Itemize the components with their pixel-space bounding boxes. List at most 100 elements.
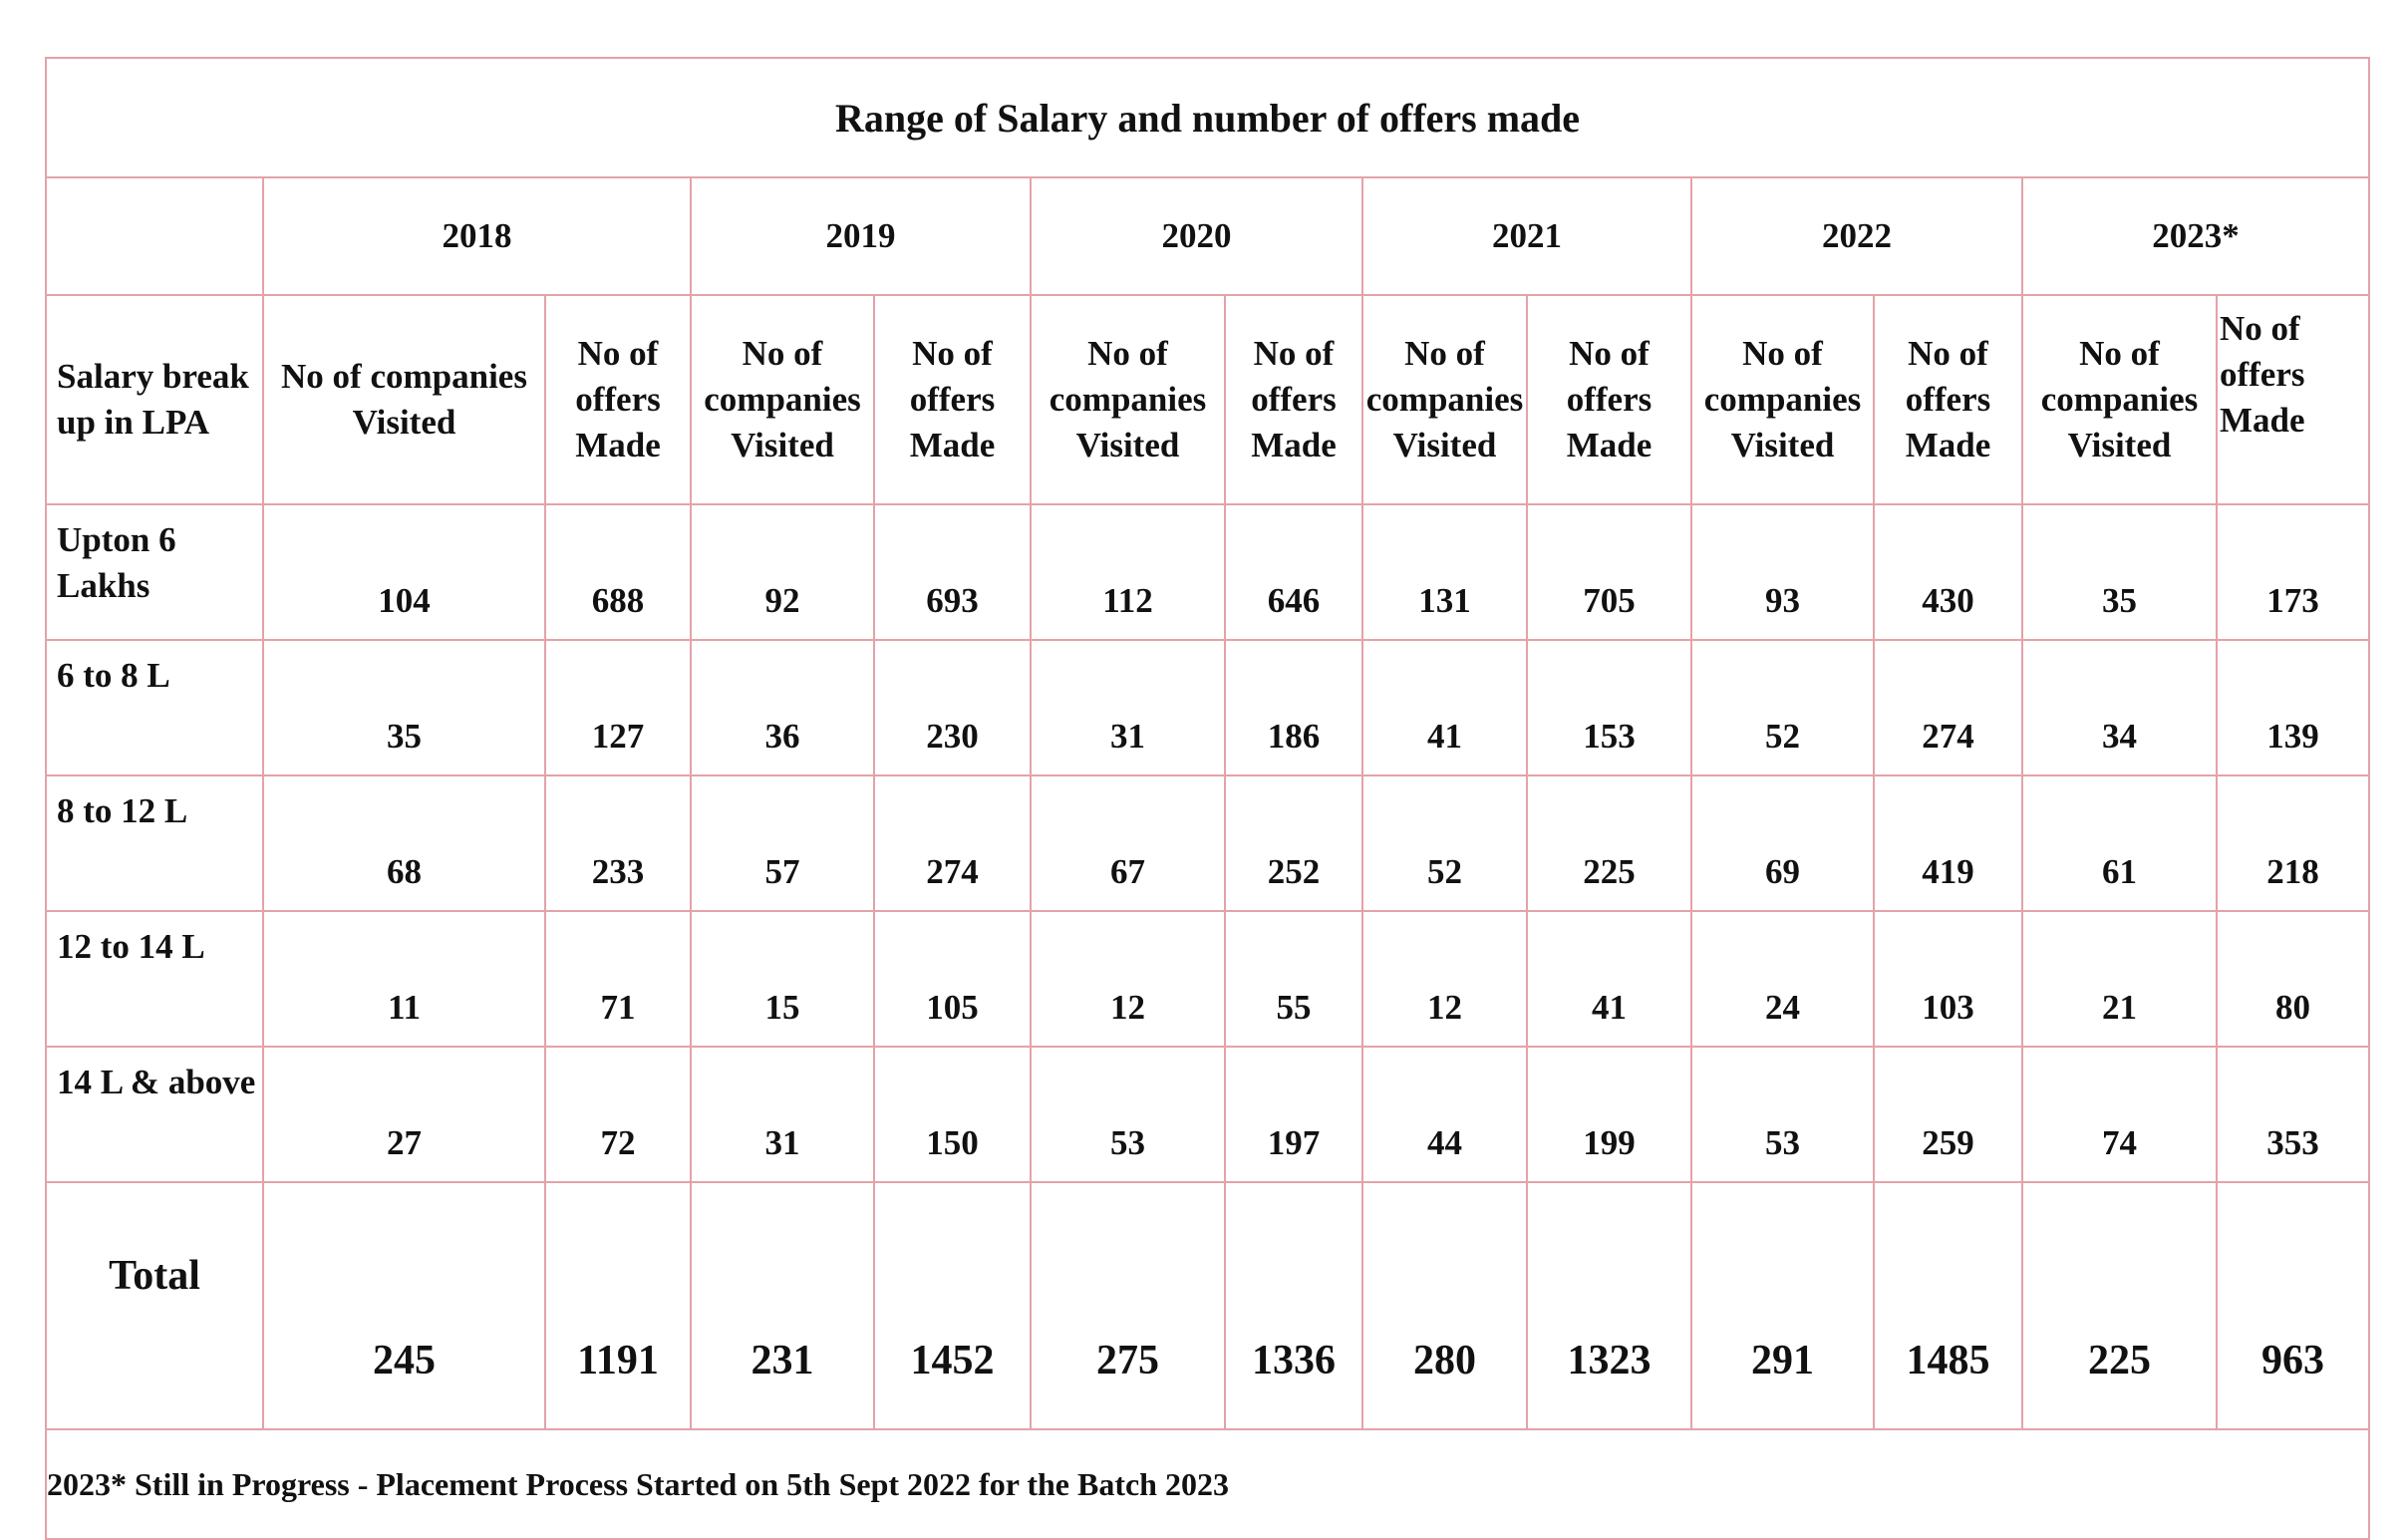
total-cell: 291 (1690, 1181, 1875, 1430)
row-label: 6 to 8 L (45, 639, 264, 776)
table-cell: 112 (1030, 503, 1226, 641)
table-cell: 252 (1224, 774, 1363, 912)
year-header-2023: 2023* (2020, 176, 2371, 296)
table-cell: 69 (1690, 774, 1875, 912)
sub-header-companies: No of companies Visited (690, 294, 875, 505)
table-cell: 93 (1690, 503, 1875, 641)
table-row: 6 to 8 L 35 127 36 230 31 186 41 153 52 … (45, 639, 2371, 776)
table-cell: 646 (1224, 503, 1363, 641)
table-cell: 12 (1030, 910, 1226, 1048)
table-cell: 80 (2215, 910, 2371, 1048)
table-cell: 105 (873, 910, 1032, 1048)
table-cell: 139 (2215, 639, 2371, 776)
table-cell: 419 (1873, 774, 2023, 912)
sub-header-offers: No of offers Made (1873, 294, 2023, 505)
total-cell: 225 (2021, 1181, 2218, 1430)
total-cell: 1323 (1526, 1181, 1692, 1430)
table-cell: 153 (1526, 639, 1692, 776)
total-cell: 280 (1361, 1181, 1528, 1430)
table-cell: 127 (544, 639, 692, 776)
corner-cell (45, 176, 264, 296)
year-header-2021: 2021 (1361, 176, 1692, 296)
table-cell: 31 (1030, 639, 1226, 776)
table-row: 12 to 14 L 11 71 15 105 12 55 12 41 24 1… (45, 910, 2371, 1048)
table-cell: 34 (2021, 639, 2218, 776)
table-cell: 72 (544, 1046, 692, 1183)
table-cell: 57 (690, 774, 875, 912)
row-label: 14 L & above (45, 1046, 264, 1183)
table-cell: 259 (1873, 1046, 2023, 1183)
row-header-label: Salary break up in LPA (45, 294, 264, 505)
sub-header-row: Salary break up in LPA No of companies V… (45, 294, 2371, 505)
table-cell: 74 (2021, 1046, 2218, 1183)
table-cell: 693 (873, 503, 1032, 641)
total-row: Total 245 1191 231 1452 275 1336 280 132… (45, 1181, 2371, 1430)
table-cell: 218 (2215, 774, 2371, 912)
year-header-2022: 2022 (1690, 176, 2023, 296)
table-cell: 31 (690, 1046, 875, 1183)
table-cell: 197 (1224, 1046, 1363, 1183)
table-cell: 150 (873, 1046, 1032, 1183)
table-cell: 353 (2215, 1046, 2371, 1183)
total-cell: 1452 (873, 1181, 1032, 1430)
sub-header-companies: No of companies Visited (1690, 294, 1875, 505)
year-header-2020: 2020 (1030, 176, 1363, 296)
table-cell: 52 (1361, 774, 1528, 912)
year-header-row: 2018 2019 2020 2021 2022 2023* (45, 176, 2371, 296)
table-cell: 230 (873, 639, 1032, 776)
sub-header-companies: No of companies Visited (2021, 294, 2218, 505)
table-cell: 199 (1526, 1046, 1692, 1183)
sub-header-offers: No of offers Made (1526, 294, 1692, 505)
table-cell: 173 (2215, 503, 2371, 641)
footnote: 2023* Still in Progress - Placement Proc… (44, 1428, 2371, 1540)
sub-header-offers: No of offers Made (2215, 294, 2371, 505)
table-cell: 21 (2021, 910, 2218, 1048)
table-cell: 67 (1030, 774, 1226, 912)
row-label: Upton 6 Lakhs (45, 503, 264, 641)
total-label: Total (45, 1181, 264, 1430)
table-cell: 52 (1690, 639, 1875, 776)
table-cell: 27 (262, 1046, 546, 1183)
row-label: 12 to 14 L (45, 910, 264, 1048)
table-cell: 68 (262, 774, 546, 912)
table-cell: 15 (690, 910, 875, 1048)
table-cell: 35 (262, 639, 546, 776)
row-label: 8 to 12 L (45, 774, 264, 912)
sub-header-offers: No of offers Made (873, 294, 1032, 505)
total-cell: 1485 (1873, 1181, 2023, 1430)
total-cell: 275 (1030, 1181, 1226, 1430)
salary-offers-table: Range of Salary and number of offers mad… (44, 57, 2371, 1540)
table-title: Range of Salary and number of offers mad… (44, 57, 2371, 178)
sub-header-offers: No of offers Made (1224, 294, 1363, 505)
table-cell: 430 (1873, 503, 2023, 641)
sub-header-companies: No of companies Visited (262, 294, 546, 505)
table-row: Upton 6 Lakhs 104 688 92 693 112 646 131… (45, 503, 2371, 641)
total-cell: 963 (2215, 1181, 2371, 1430)
table-cell: 131 (1361, 503, 1528, 641)
table-cell: 55 (1224, 910, 1363, 1048)
table-cell: 35 (2021, 503, 2218, 641)
table-row: 8 to 12 L 68 233 57 274 67 252 52 225 69… (45, 774, 2371, 912)
table-cell: 36 (690, 639, 875, 776)
total-cell: 1191 (544, 1181, 692, 1430)
table-cell: 186 (1224, 639, 1363, 776)
table-cell: 92 (690, 503, 875, 641)
table-cell: 274 (1873, 639, 2023, 776)
total-cell: 231 (690, 1181, 875, 1430)
table-cell: 24 (1690, 910, 1875, 1048)
table-cell: 688 (544, 503, 692, 641)
table-cell: 104 (262, 503, 546, 641)
sub-header-offers: No of offers Made (544, 294, 692, 505)
table-cell: 44 (1361, 1046, 1528, 1183)
year-header-2018: 2018 (262, 176, 692, 296)
sub-header-companies: No of companies Visited (1361, 294, 1528, 505)
sub-header-companies: No of companies Visited (1030, 294, 1226, 505)
year-header-2019: 2019 (690, 176, 1032, 296)
table-cell: 53 (1690, 1046, 1875, 1183)
table-cell: 225 (1526, 774, 1692, 912)
table-cell: 274 (873, 774, 1032, 912)
table-cell: 11 (262, 910, 546, 1048)
total-cell: 1336 (1224, 1181, 1363, 1430)
table-cell: 12 (1361, 910, 1528, 1048)
table-cell: 41 (1526, 910, 1692, 1048)
